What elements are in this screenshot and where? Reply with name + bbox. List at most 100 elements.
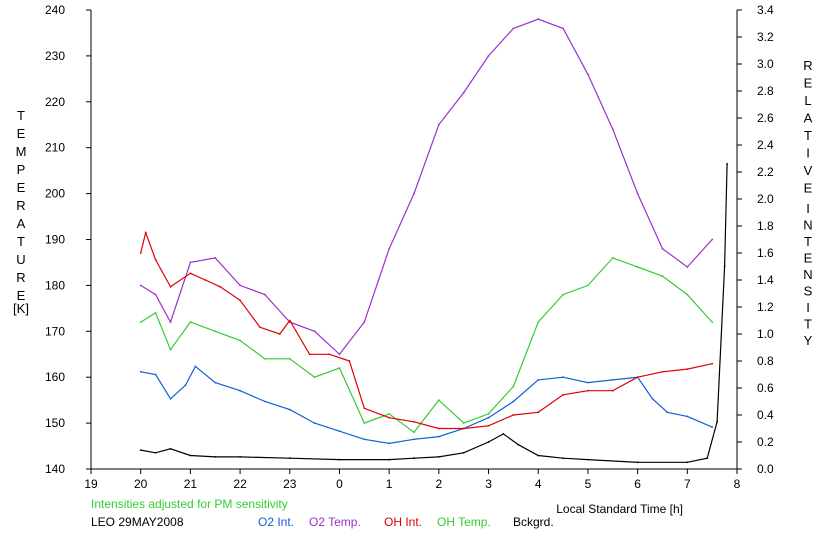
data-point bbox=[189, 321, 192, 323]
series-o2-int-line bbox=[140, 365, 713, 445]
y-right-tick-label: 3.4 bbox=[757, 3, 774, 17]
data-point bbox=[169, 447, 172, 450]
y-right-tick-label: 1.6 bbox=[757, 246, 774, 260]
data-point bbox=[686, 368, 689, 370]
data-point bbox=[328, 353, 331, 356]
y-right-tick-label: 3.2 bbox=[757, 30, 774, 44]
x-tick-label: 21 bbox=[184, 477, 198, 491]
data-point bbox=[189, 454, 192, 457]
data-point bbox=[686, 293, 689, 296]
data-point bbox=[259, 326, 261, 329]
data-point bbox=[661, 370, 664, 373]
x-tick-label: 1 bbox=[386, 477, 393, 491]
y-left-label-letter: T bbox=[17, 108, 25, 123]
data-point bbox=[512, 400, 515, 403]
y-left-label-letter: M bbox=[16, 144, 27, 159]
data-point bbox=[313, 376, 316, 379]
y-right-label-letter: N bbox=[803, 267, 812, 282]
data-point bbox=[437, 456, 440, 458]
y-right-label-letter: A bbox=[804, 111, 813, 126]
y-right-tick-label: 3.0 bbox=[757, 57, 774, 71]
y-left-label-letter: R bbox=[16, 270, 25, 285]
y-left-label-letter: T bbox=[17, 234, 25, 249]
data-point bbox=[239, 339, 242, 342]
data-point bbox=[144, 231, 147, 234]
y-right-tick-label: 1.4 bbox=[757, 273, 774, 287]
y-right-tick-label: 2.0 bbox=[757, 192, 774, 206]
data-point bbox=[413, 438, 415, 441]
data-point bbox=[636, 461, 639, 464]
y-left-tick-label: 180 bbox=[45, 278, 65, 292]
x-tick-label: 0 bbox=[336, 477, 343, 491]
y-left-label-letter: R bbox=[16, 198, 25, 213]
y-left-unit: [K] bbox=[13, 301, 29, 316]
y-right-label-letter: V bbox=[804, 163, 813, 178]
data-point bbox=[537, 454, 540, 457]
data-point bbox=[363, 407, 366, 410]
data-point bbox=[139, 321, 142, 323]
series-oh-int-line bbox=[140, 230, 713, 430]
data-point bbox=[587, 389, 589, 392]
data-point bbox=[313, 422, 316, 424]
data-point bbox=[723, 265, 726, 268]
data-point bbox=[388, 442, 391, 445]
data-point bbox=[413, 420, 415, 423]
data-point bbox=[437, 399, 440, 401]
data-point bbox=[154, 451, 157, 454]
y-left-label-letter: A bbox=[17, 216, 26, 231]
data-point bbox=[611, 257, 614, 259]
data-point bbox=[537, 411, 540, 414]
data-point bbox=[651, 397, 654, 400]
data-point bbox=[711, 238, 714, 241]
y-right-tick-label: 2.2 bbox=[757, 165, 774, 179]
y-left-tick-label: 230 bbox=[45, 49, 65, 63]
data-point bbox=[636, 192, 639, 195]
y-left-label-letter: E bbox=[17, 180, 26, 195]
axes: 19 20 21 22 23 0 1 2 3 4 5 6 7 8140150160170180190200… bbox=[45, 3, 774, 491]
y-right-tick-label: 0.6 bbox=[757, 381, 774, 395]
data-point bbox=[512, 385, 515, 388]
data-point bbox=[487, 416, 490, 419]
data-point bbox=[288, 357, 291, 360]
y-right-tick-label: 0.0 bbox=[757, 462, 774, 476]
y-right-label-letter: E bbox=[804, 251, 813, 266]
data-point bbox=[587, 73, 589, 76]
y-left-tick-label: 200 bbox=[45, 187, 65, 201]
data-point bbox=[587, 458, 589, 461]
data-point bbox=[194, 365, 197, 368]
x-tick-label: 3 bbox=[485, 477, 492, 491]
data-point bbox=[537, 321, 540, 323]
y-right-tick-label: 2.4 bbox=[757, 138, 774, 152]
y-right-tick-label: 1.8 bbox=[757, 219, 774, 233]
data-point bbox=[219, 285, 222, 288]
data-point bbox=[139, 284, 142, 287]
data-point bbox=[154, 293, 157, 296]
data-point bbox=[587, 381, 589, 384]
data-point bbox=[437, 123, 440, 126]
data-point bbox=[636, 266, 639, 268]
footer-label: LEO 29MAY2008 bbox=[91, 515, 184, 529]
y-right-tick-label: 2.8 bbox=[757, 84, 774, 98]
legend-entry: O2 Temp. bbox=[309, 515, 361, 529]
data-point bbox=[139, 370, 142, 373]
data-point bbox=[363, 422, 366, 424]
plot-area bbox=[139, 18, 728, 464]
legend-entry: OH Temp. bbox=[437, 515, 491, 529]
data-point bbox=[214, 456, 217, 458]
y-right-label-letter: T bbox=[804, 317, 812, 332]
data-point bbox=[462, 427, 465, 430]
data-point bbox=[189, 261, 192, 264]
note-text: Intensities adjusted for PM sensitivity bbox=[91, 497, 288, 511]
legend-entry: O2 Int. bbox=[258, 515, 294, 529]
y-left-label-letter: E bbox=[17, 126, 26, 141]
data-point bbox=[611, 128, 614, 131]
y-right-tick-label: 1.2 bbox=[757, 300, 774, 314]
data-point bbox=[363, 321, 366, 323]
series-o2-temp-line bbox=[140, 18, 713, 356]
data-point bbox=[413, 457, 415, 460]
y-right-tick-label: 1.0 bbox=[757, 327, 774, 341]
data-point bbox=[711, 321, 714, 323]
data-point bbox=[169, 285, 172, 288]
data-point bbox=[239, 284, 242, 287]
